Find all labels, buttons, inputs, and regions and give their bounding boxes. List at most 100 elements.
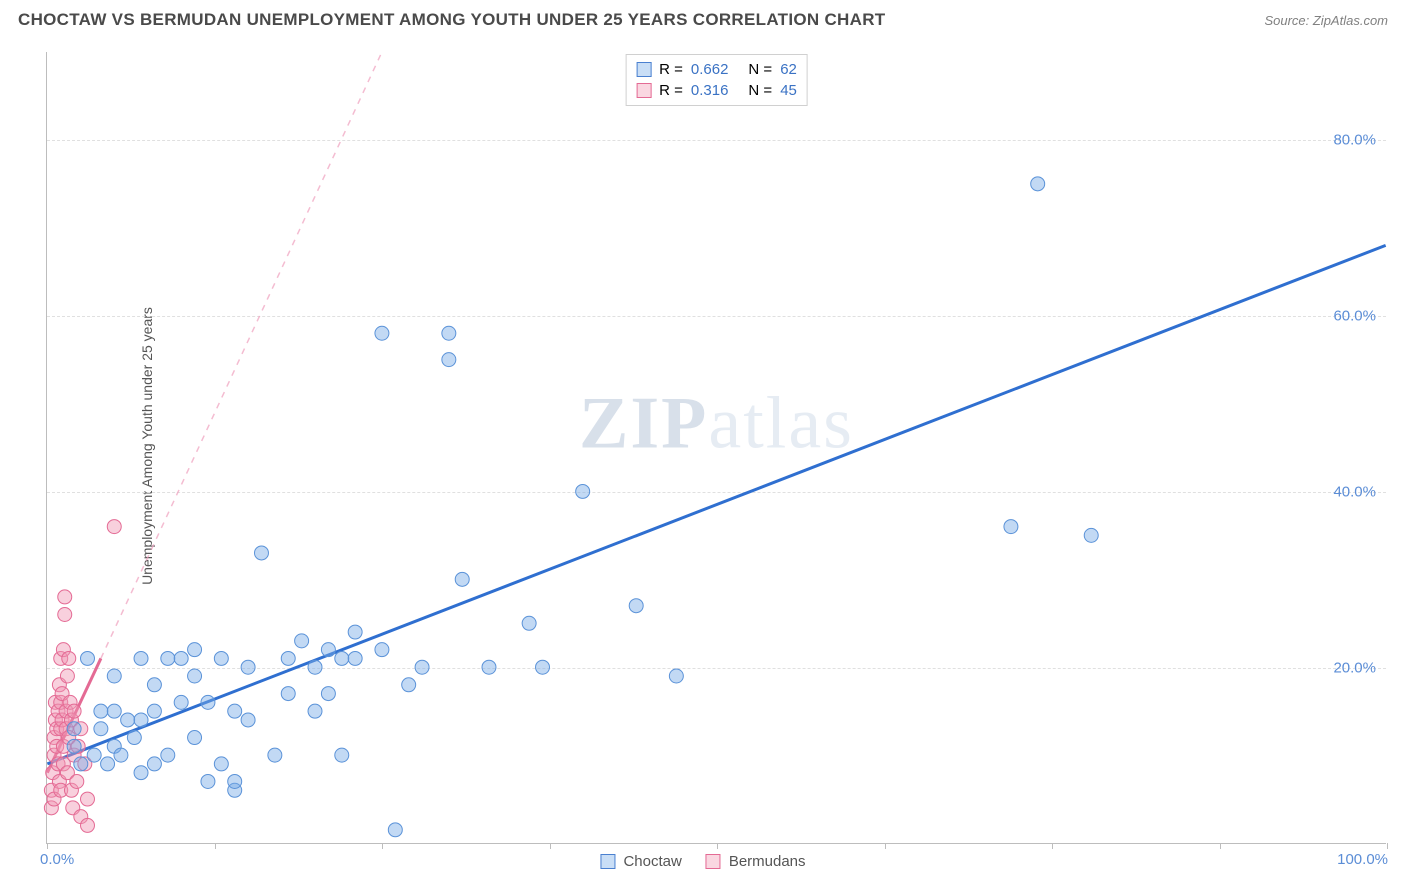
data-point (254, 546, 268, 560)
data-point (228, 704, 242, 718)
x-tick (550, 843, 551, 849)
data-point (295, 634, 309, 648)
data-point (629, 599, 643, 613)
data-point (60, 669, 74, 683)
data-point (188, 669, 202, 683)
legend-swatch (636, 83, 651, 98)
data-point (348, 625, 362, 639)
x-tick (885, 843, 886, 849)
data-point (1084, 528, 1098, 542)
legend-swatch (706, 854, 721, 869)
data-point (87, 748, 101, 762)
data-point (62, 651, 76, 665)
data-point (121, 713, 135, 727)
data-point (281, 651, 295, 665)
data-point (188, 731, 202, 745)
data-point (127, 731, 141, 745)
data-point (188, 643, 202, 657)
data-point (147, 757, 161, 771)
legend-n-label: N = (748, 61, 772, 78)
data-point (81, 818, 95, 832)
data-point (228, 774, 242, 788)
data-point (101, 757, 115, 771)
x-axis-max-label: 100.0% (1337, 851, 1388, 868)
legend-n-value: 62 (780, 61, 797, 78)
x-axis-min-label: 0.0% (40, 851, 74, 868)
data-point (268, 748, 282, 762)
x-tick (717, 843, 718, 849)
data-point (308, 660, 322, 674)
data-point (388, 823, 402, 837)
x-tick (47, 843, 48, 849)
data-point (81, 651, 95, 665)
data-point (201, 774, 215, 788)
chart-plot-area: R =0.662N =62R =0.316N =45 ZIPatlas 20.0… (46, 52, 1386, 844)
data-point (58, 590, 72, 604)
legend-entry: Bermudans (706, 853, 806, 870)
data-point (241, 660, 255, 674)
data-point (1031, 177, 1045, 191)
data-point (536, 660, 550, 674)
data-point (214, 757, 228, 771)
data-point (455, 572, 469, 586)
data-point (375, 643, 389, 657)
x-tick (1387, 843, 1388, 849)
legend-row: R =0.662N =62 (636, 59, 797, 80)
data-point (107, 520, 121, 534)
data-point (442, 353, 456, 367)
x-tick (1052, 843, 1053, 849)
data-point (335, 748, 349, 762)
data-point (147, 704, 161, 718)
legend-row: R =0.316N =45 (636, 80, 797, 101)
data-point (375, 326, 389, 340)
data-point (174, 651, 188, 665)
legend-r-value: 0.662 (691, 61, 729, 78)
legend-n-value: 45 (780, 82, 797, 99)
data-point (442, 326, 456, 340)
data-point (335, 651, 349, 665)
source-attribution: Source: ZipAtlas.com (1264, 13, 1388, 28)
correlation-legend: R =0.662N =62R =0.316N =45 (625, 54, 808, 106)
chart-title: CHOCTAW VS BERMUDAN UNEMPLOYMENT AMONG Y… (18, 10, 885, 30)
data-point (174, 695, 188, 709)
data-point (134, 766, 148, 780)
data-point (81, 792, 95, 806)
data-point (482, 660, 496, 674)
data-point (402, 678, 416, 692)
data-point (67, 739, 81, 753)
data-point (107, 704, 121, 718)
data-point (241, 713, 255, 727)
data-point (321, 687, 335, 701)
data-point (161, 651, 175, 665)
legend-entry: Choctaw (600, 853, 681, 870)
data-point (1004, 520, 1018, 534)
data-point (669, 669, 683, 683)
legend-r-value: 0.316 (691, 82, 729, 99)
legend-swatch (600, 854, 615, 869)
series-legend: Choctaw Bermudans (600, 853, 805, 870)
data-point (94, 704, 108, 718)
data-point (67, 704, 81, 718)
x-tick (1220, 843, 1221, 849)
data-point (147, 678, 161, 692)
data-point (94, 722, 108, 736)
data-point (201, 695, 215, 709)
legend-r-label: R = (659, 82, 683, 99)
data-point (74, 757, 88, 771)
data-point (522, 616, 536, 630)
data-point (321, 643, 335, 657)
data-point (214, 651, 228, 665)
x-tick (215, 843, 216, 849)
trend-line (47, 245, 1385, 764)
x-tick (382, 843, 383, 849)
data-point (134, 713, 148, 727)
legend-swatch (636, 62, 651, 77)
data-point (576, 484, 590, 498)
data-point (161, 748, 175, 762)
data-point (348, 651, 362, 665)
data-point (415, 660, 429, 674)
data-point (107, 669, 121, 683)
data-point (67, 722, 81, 736)
data-point (308, 704, 322, 718)
data-point (58, 607, 72, 621)
